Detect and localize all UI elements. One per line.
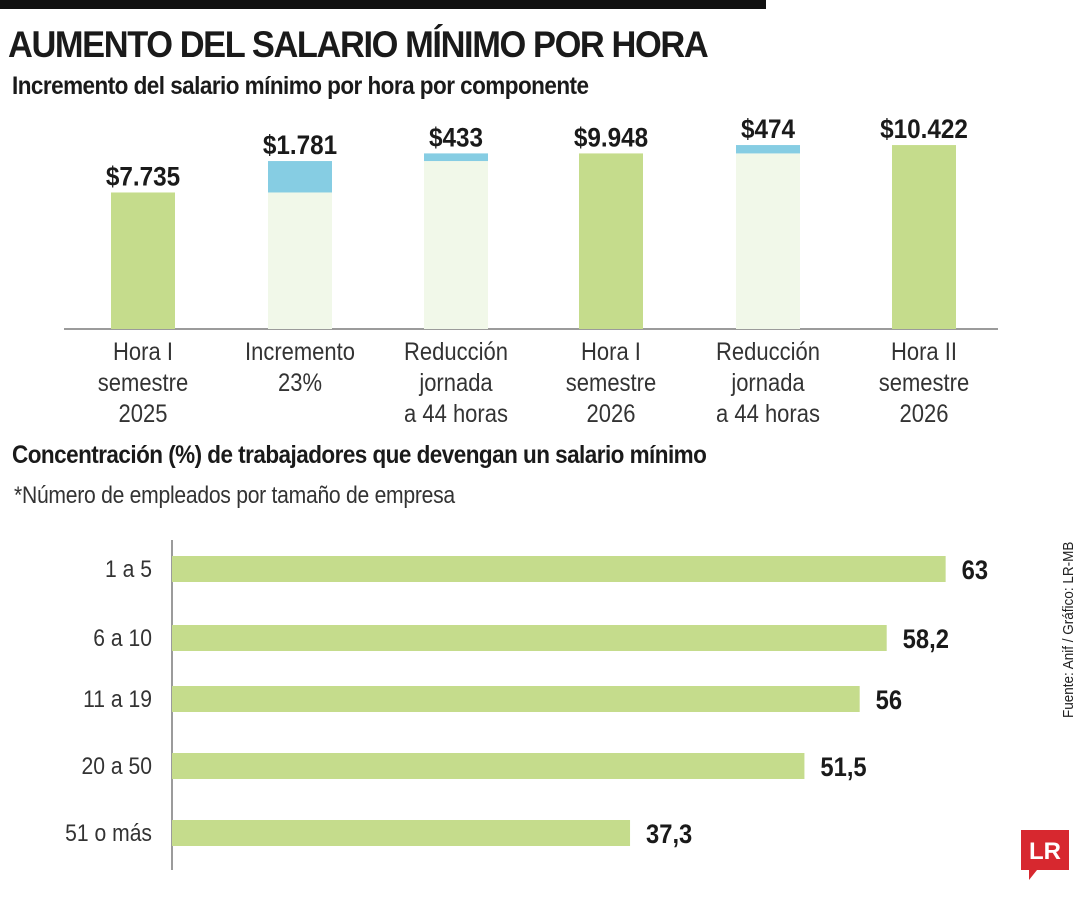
bar-base — [424, 161, 488, 329]
value-label: $1.781 — [263, 131, 337, 160]
svg-text:LR: LR — [1029, 838, 1061, 865]
category-label: 2026 — [587, 400, 636, 428]
chart2-note: *Número de empleados por tamaño de empre… — [14, 482, 455, 509]
value-label: 63 — [962, 556, 988, 586]
category-label: semestre — [98, 369, 188, 397]
category-label: Reducción — [716, 338, 820, 366]
source-credit: Fuente: Anif / Gráfico: LR-MB — [1060, 541, 1077, 718]
bar-total — [579, 153, 643, 329]
bar-increment — [736, 145, 800, 154]
category-label: Hora I — [113, 338, 173, 366]
chart1-title: Incremento del salario mínimo por hora p… — [12, 72, 589, 100]
bar-base — [736, 153, 800, 329]
category-label: Hora I — [581, 338, 641, 366]
value-label: $10.422 — [880, 115, 968, 144]
value-label: $9.948 — [574, 123, 648, 152]
value-label: 37,3 — [646, 820, 692, 850]
bar — [172, 556, 946, 582]
bar-base — [268, 192, 332, 329]
category-label: a 44 horas — [716, 400, 820, 428]
category-label: 6 a 10 — [93, 625, 152, 652]
category-label: 20 a 50 — [82, 753, 152, 780]
bar — [172, 686, 860, 712]
category-label: 51 o más — [65, 820, 152, 847]
horizontal-bar-chart: 1 a 5 63 6 a 10 58,2 11 a 19 56 20 a 50 51,5 51 … — [65, 540, 988, 870]
category-label: 1 a 5 — [105, 556, 152, 583]
chart2-title: Concentración (%) de trabajadores que de… — [12, 441, 707, 469]
value-label: $474 — [741, 115, 796, 144]
category-label: a 44 horas — [404, 400, 508, 428]
category-label: 2026 — [900, 400, 949, 428]
category-label: Hora II — [891, 338, 957, 366]
bar-increment — [268, 161, 332, 193]
value-label: 51,5 — [820, 753, 866, 783]
category-label: semestre — [879, 369, 969, 397]
bar — [172, 820, 631, 846]
top-rule — [0, 0, 766, 9]
category-label: jornada — [730, 369, 805, 397]
page-title: AUMENTO DEL SALARIO MÍNIMO POR HORA — [8, 24, 709, 65]
value-label: $7.735 — [106, 162, 180, 191]
category-label: 11 a 19 — [83, 686, 152, 713]
value-label: 58,2 — [903, 625, 949, 655]
bar — [172, 753, 805, 779]
bar — [172, 625, 887, 651]
category-label: 23% — [278, 369, 322, 397]
category-label: semestre — [566, 369, 656, 397]
category-label: 2025 — [119, 400, 168, 428]
bar-total — [892, 145, 956, 329]
category-label: Incremento — [245, 338, 355, 366]
category-label: jornada — [418, 369, 493, 397]
lr-logo: LR — [1021, 830, 1069, 880]
value-label: $433 — [429, 123, 483, 152]
bar-increment — [424, 153, 488, 162]
waterfall-chart: $7.735 Hora I semestre 2025 $1.781 Incremento… — [64, 115, 998, 428]
category-label: Reducción — [404, 338, 508, 366]
value-label: 56 — [876, 686, 902, 716]
bar-total — [111, 192, 175, 329]
